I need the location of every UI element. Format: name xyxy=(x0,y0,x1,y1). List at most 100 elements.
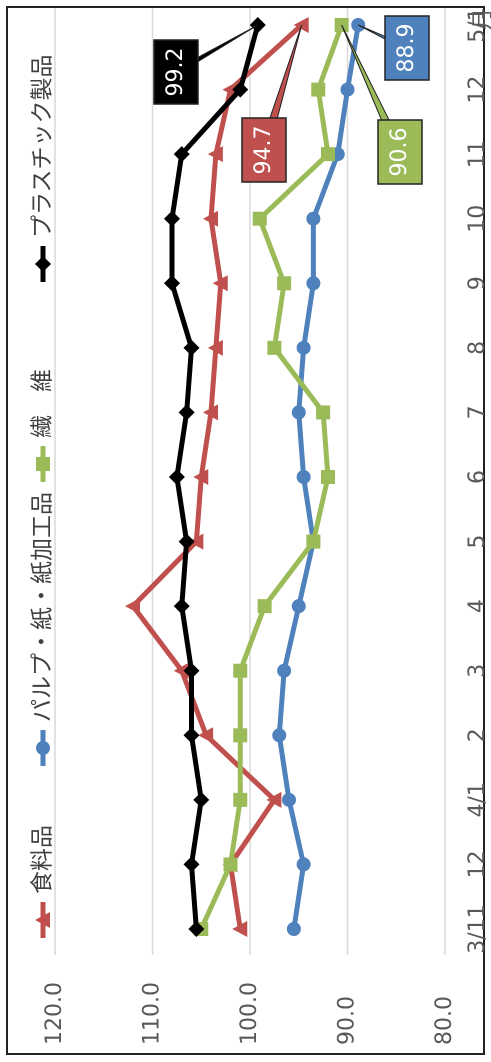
category-tick-label: 3/11 xyxy=(465,904,490,953)
category-tick-label: 3 xyxy=(465,664,490,678)
series-3 xyxy=(164,17,266,937)
data-point xyxy=(321,147,335,162)
data-point xyxy=(193,791,210,808)
data-point xyxy=(203,404,218,421)
category-tick-label: 10 xyxy=(465,205,490,233)
data-point xyxy=(272,728,287,743)
data-point xyxy=(198,727,214,744)
data-point xyxy=(212,275,228,292)
value-tick-label: 90.0 xyxy=(335,996,360,1045)
data-point xyxy=(232,81,249,98)
series-2 xyxy=(194,18,349,936)
callout-label: 88.9 xyxy=(394,24,419,73)
category-tick-label: 4 xyxy=(465,599,490,613)
data-point xyxy=(296,340,311,355)
legend-label: プラスチック製品 xyxy=(30,54,56,238)
data-point xyxy=(266,791,282,808)
data-point xyxy=(286,922,301,936)
data-point xyxy=(173,598,190,615)
data-point xyxy=(311,82,326,97)
category-tick-label: 11 xyxy=(465,140,490,168)
category-tick-label: 9 xyxy=(465,276,490,290)
callout-box xyxy=(241,117,287,183)
data-point xyxy=(277,663,292,678)
data-point xyxy=(252,211,267,226)
callout-label: 99.2 xyxy=(163,48,188,97)
callout-layer: 99.2 94.7 90.6 88.9 xyxy=(153,15,430,185)
data-callout: 99.2 xyxy=(153,24,259,105)
data-point xyxy=(188,921,205,937)
data-point xyxy=(232,921,248,937)
legend-item: プラスチック製品 xyxy=(30,54,56,282)
legend-item: 繊 維 xyxy=(30,369,56,482)
legend-label: 食料品 xyxy=(30,825,56,894)
category-tick-label: 4/1 xyxy=(465,782,490,817)
category-tick-label: 5/1 xyxy=(465,7,490,42)
data-point xyxy=(125,598,140,615)
data-callout: 88.9 xyxy=(357,15,430,81)
legend-swatch-marker xyxy=(35,256,51,272)
data-point xyxy=(277,276,292,291)
callout-label: 90.6 xyxy=(387,128,412,177)
data-point xyxy=(178,533,195,550)
data-point xyxy=(291,599,306,614)
category-tick-label: 12 xyxy=(465,76,490,104)
value-tick-label: 120.0 xyxy=(42,982,67,1045)
category-axis-ticks: 3/11 12 4/1 2 3 4 5 6 7 8 9 10 11 12 5/1 xyxy=(465,7,490,953)
data-callout: 90.6 xyxy=(341,24,423,185)
data-point xyxy=(183,662,200,679)
callout-label: 94.7 xyxy=(251,126,276,175)
data-point xyxy=(203,210,218,227)
legend-item: パルプ・紙・紙加工品 xyxy=(30,492,56,766)
callout-box xyxy=(153,39,199,105)
value-tick-label: 110.0 xyxy=(140,982,165,1045)
data-point xyxy=(178,404,195,421)
legend-swatch-marker xyxy=(35,912,50,928)
callout-box xyxy=(384,15,430,81)
category-tick-label: 7 xyxy=(465,405,490,419)
data-point xyxy=(173,146,190,163)
data-point xyxy=(282,792,296,807)
data-point xyxy=(183,856,200,873)
callout-box xyxy=(377,119,423,185)
data-point xyxy=(164,275,180,292)
legend-swatch-marker xyxy=(36,741,50,755)
category-tick-label: 8 xyxy=(465,341,490,355)
data-callout: 94.7 xyxy=(241,24,303,183)
data-point xyxy=(173,662,189,679)
legend-label: 繊 維 xyxy=(30,369,56,438)
category-tick-label: 5 xyxy=(465,535,490,549)
data-point xyxy=(316,405,331,420)
data-point xyxy=(291,405,306,420)
value-tick-label: 80.0 xyxy=(432,996,457,1045)
data-point xyxy=(207,146,223,163)
legend: 食料品 パルプ・紙・紙加工品 繊 維 プラスチック製品 xyxy=(30,54,56,938)
data-point xyxy=(164,210,180,227)
data-point xyxy=(183,339,200,356)
data-point xyxy=(306,534,321,549)
data-point xyxy=(233,792,248,807)
value-tick-label: 100.0 xyxy=(237,982,262,1045)
data-point xyxy=(233,728,248,743)
data-point xyxy=(306,211,321,226)
data-point xyxy=(296,857,311,872)
legend-item: 食料品 xyxy=(30,825,56,938)
data-point xyxy=(207,339,223,356)
data-point xyxy=(267,340,282,355)
data-point xyxy=(183,727,200,744)
data-point xyxy=(168,469,185,485)
data-point xyxy=(321,470,335,484)
value-axis-ticks: 120.0 110.0 100.0 90.0 80.0 xyxy=(42,982,457,1045)
data-point xyxy=(296,470,311,484)
category-tick-label: 2 xyxy=(465,728,490,742)
data-point xyxy=(193,469,209,485)
category-tick-label: 6 xyxy=(465,470,490,484)
category-tick-label: 12 xyxy=(465,850,490,878)
legend-label: パルプ・紙・紙加工品 xyxy=(30,492,56,722)
series-layer xyxy=(125,17,366,937)
series-1 xyxy=(272,18,366,936)
data-point xyxy=(233,663,248,678)
data-point xyxy=(188,533,204,550)
legend-swatch-marker xyxy=(36,457,50,471)
data-point xyxy=(306,276,321,291)
